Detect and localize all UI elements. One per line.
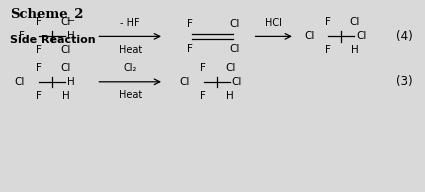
Text: H: H (62, 91, 69, 101)
Text: H: H (67, 31, 75, 41)
Text: (3): (3) (397, 75, 413, 88)
Text: F: F (187, 44, 193, 54)
Text: F: F (19, 31, 25, 41)
Text: - HF: - HF (120, 18, 140, 28)
Text: Cl: Cl (350, 17, 360, 27)
Text: Heat: Heat (119, 45, 142, 55)
Text: HCl: HCl (265, 18, 282, 28)
Text: F: F (36, 91, 42, 101)
Text: Cl: Cl (230, 19, 240, 29)
Text: Cl: Cl (60, 46, 71, 55)
Text: F: F (187, 19, 193, 29)
Text: F: F (200, 91, 206, 101)
Text: F: F (36, 17, 42, 27)
Text: H: H (67, 77, 75, 87)
Text: Side Reaction: Side Reaction (10, 36, 96, 46)
Text: Cl: Cl (225, 63, 235, 73)
Text: Cl: Cl (304, 31, 314, 41)
Text: H: H (351, 46, 359, 55)
Text: Cl₂: Cl₂ (124, 63, 137, 73)
Text: F: F (325, 46, 331, 55)
Text: Cl: Cl (232, 77, 242, 87)
Text: F: F (200, 63, 206, 73)
Text: Heat: Heat (119, 90, 142, 100)
Text: F: F (36, 63, 42, 73)
Text: Scheme_2: Scheme_2 (10, 7, 83, 20)
Text: Cl: Cl (357, 31, 367, 41)
Text: (4): (4) (396, 30, 413, 43)
Text: Cl: Cl (60, 17, 71, 27)
Text: Cl: Cl (230, 44, 240, 54)
Text: Cl: Cl (60, 63, 71, 73)
Text: Cl: Cl (179, 77, 190, 87)
Text: H: H (227, 91, 234, 101)
Text: Cl: Cl (15, 77, 25, 87)
Text: F: F (325, 17, 331, 27)
Text: F: F (36, 46, 42, 55)
